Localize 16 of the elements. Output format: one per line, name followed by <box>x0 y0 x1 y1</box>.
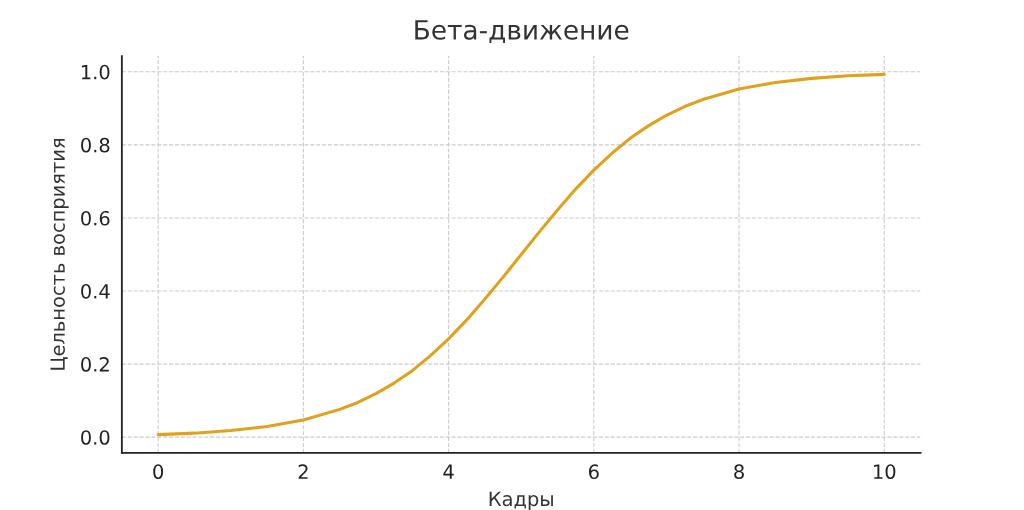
y-tick-label: 0.8 <box>81 137 110 153</box>
y-tick-label: 1.0 <box>81 64 110 80</box>
y-tick-label: 0.0 <box>81 430 110 445</box>
x-tick-label: 6 <box>589 464 599 480</box>
line-series <box>156 72 886 437</box>
x-tick-label: 2 <box>298 464 308 479</box>
y-tick-label: 0.6 <box>81 210 110 226</box>
y-tick-label: 0.4 <box>81 283 110 299</box>
x-tick-label: 10 <box>874 464 896 480</box>
x-tick-label: 8 <box>734 464 744 480</box>
x-tick-label: 0 <box>153 464 164 480</box>
y-axis-title: Цельность восприятия <box>50 138 69 370</box>
x-axis-title: Кадры <box>489 491 553 510</box>
chart-title: Бета-движение <box>415 20 629 44</box>
y-tick-label: 0.2 <box>81 357 109 372</box>
x-tick-label: 4 <box>443 464 454 479</box>
